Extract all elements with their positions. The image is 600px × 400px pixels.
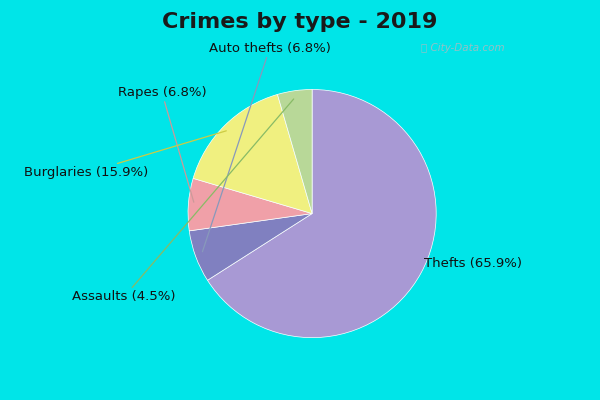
Wedge shape <box>208 90 436 338</box>
Text: Burglaries (15.9%): Burglaries (15.9%) <box>25 131 226 179</box>
Text: Crimes by type - 2019: Crimes by type - 2019 <box>163 12 437 32</box>
Wedge shape <box>189 214 312 280</box>
Wedge shape <box>193 94 312 214</box>
Text: Assaults (4.5%): Assaults (4.5%) <box>73 99 293 303</box>
Text: Auto thefts (6.8%): Auto thefts (6.8%) <box>202 42 331 252</box>
Wedge shape <box>277 90 312 214</box>
Text: ⓘ City-Data.com: ⓘ City-Data.com <box>421 42 504 52</box>
Wedge shape <box>188 178 312 231</box>
Text: Rapes (6.8%): Rapes (6.8%) <box>118 86 206 202</box>
Text: Thefts (65.9%): Thefts (65.9%) <box>418 257 522 270</box>
